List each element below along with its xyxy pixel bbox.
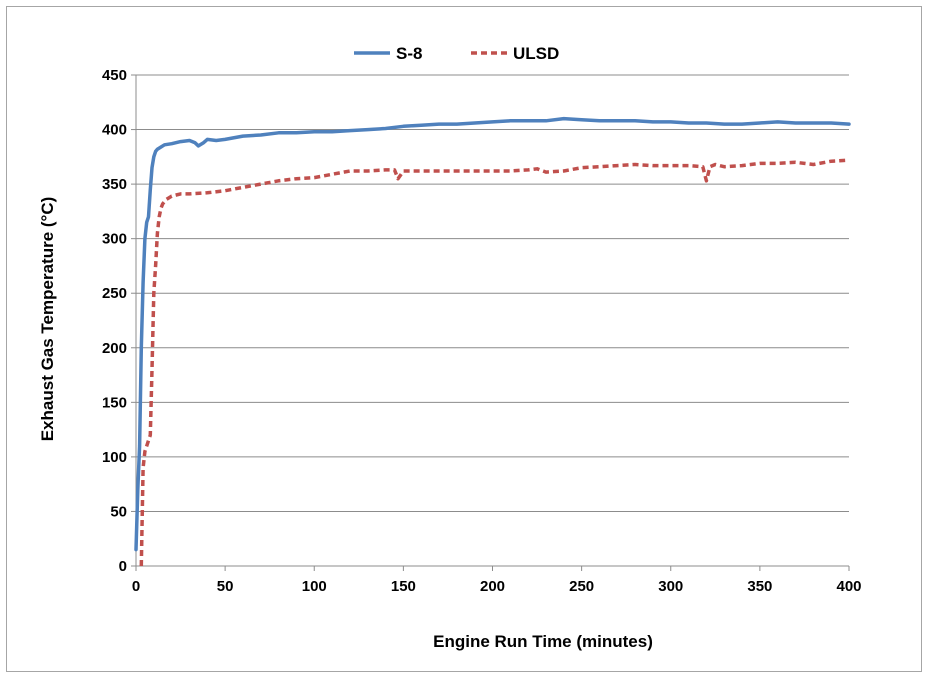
y-tick-label: 0 — [119, 558, 127, 575]
series-lines — [134, 116, 851, 567]
x-tick-label: 300 — [658, 578, 683, 595]
y-tick-label: 450 — [102, 67, 127, 84]
axes — [131, 74, 850, 571]
y-tick-label: 400 — [102, 122, 127, 139]
chart: 0 50 100 150 200 250 300 350 400 450 0 50 100 150 200 2… — [38, 44, 862, 651]
x-tick-label: 0 — [132, 578, 140, 595]
x-tick-label: 50 — [217, 578, 234, 595]
x-tick-label: 150 — [391, 578, 416, 595]
legend-label-ulsd: ULSD — [513, 44, 559, 63]
x-axis-title: Engine Run Time (minutes) — [433, 632, 653, 651]
x-tick-label: 400 — [836, 578, 861, 595]
y-tick-label: 150 — [102, 394, 127, 411]
tick-labels: 0 50 100 150 200 250 300 350 400 450 0 50 100 150 200 2… — [102, 67, 862, 595]
legend-label-s8: S-8 — [396, 44, 422, 63]
gridlines — [136, 74, 849, 512]
y-tick-label: 300 — [102, 231, 127, 248]
x-tick-label: 350 — [747, 578, 772, 595]
y-tick-label: 50 — [110, 503, 127, 520]
x-tick-label: 100 — [302, 578, 327, 595]
x-tick-label: 200 — [480, 578, 505, 595]
y-axis-title: Exhaust Gas Temperature (°C) — [38, 197, 57, 442]
y-tick-label: 350 — [102, 176, 127, 193]
legend: S-8 ULSD — [354, 44, 559, 63]
series-line-s8 — [134, 116, 851, 552]
series-line-ulsd — [139, 158, 850, 567]
y-tick-label: 200 — [102, 340, 127, 357]
y-tick-label: 100 — [102, 449, 127, 466]
y-tick-label: 250 — [102, 285, 127, 302]
x-tick-label: 250 — [569, 578, 594, 595]
chart-frame: 0 50 100 150 200 250 300 350 400 450 0 50 100 150 200 2… — [6, 6, 922, 672]
